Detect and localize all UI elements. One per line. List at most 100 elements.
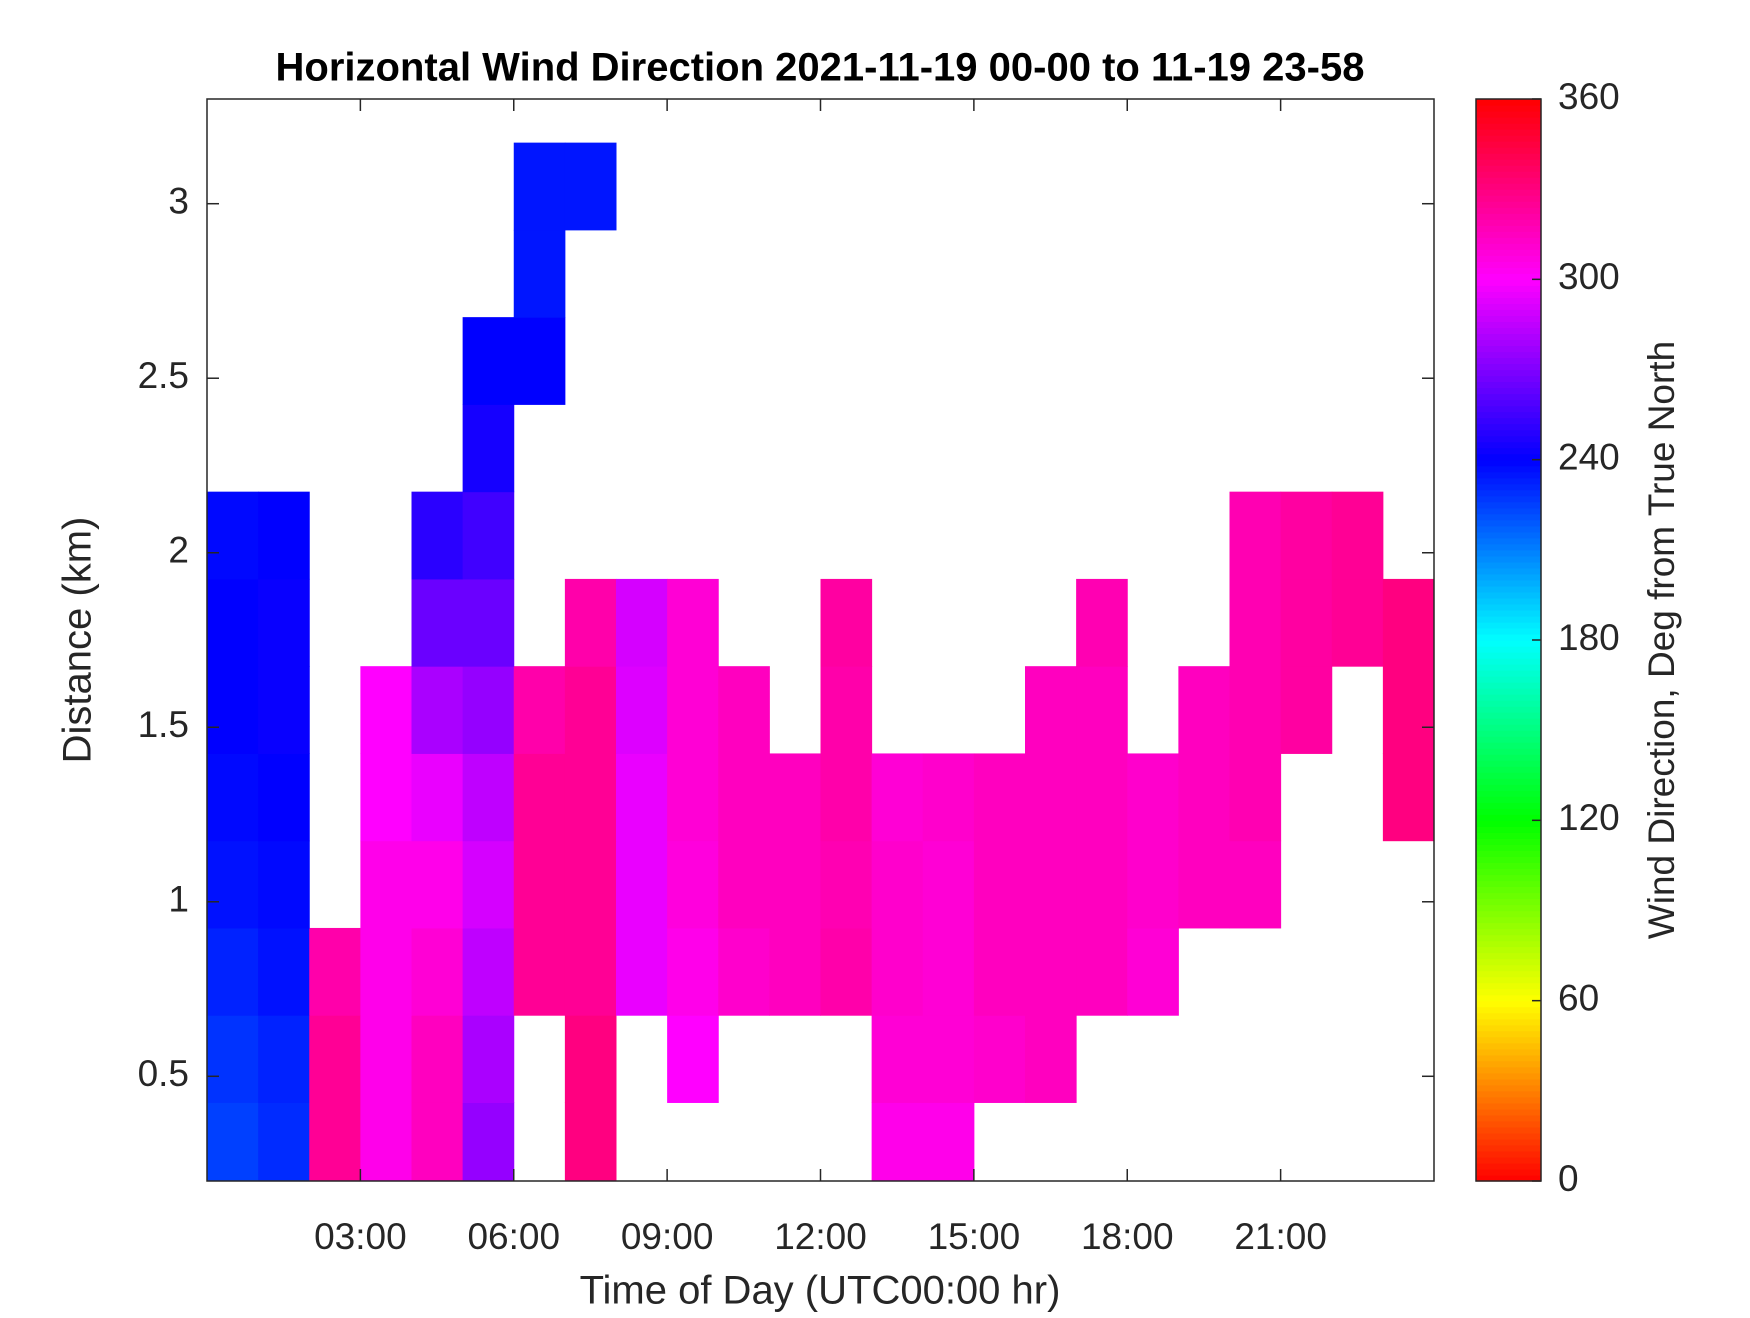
colorbar-strip [1476,982,1541,990]
heatmap-cell [258,666,310,754]
colorbar-strip [1476,688,1541,695]
x-tick-label: 09:00 [621,1216,714,1257]
heatmap-cell [513,666,566,754]
colorbar-strip [1476,742,1541,749]
colorbar-tick-label: 300 [1558,256,1620,297]
heatmap-cell [564,142,617,231]
colorbar-strip [1476,1084,1541,1092]
colorbar-strip [1476,802,1541,809]
colorbar-strip [1476,627,1541,635]
heatmap-cell [1331,491,1384,580]
colorbar-strip [1476,129,1541,136]
heatmap-cell [1076,578,1128,667]
colorbar-tick-label: 240 [1558,436,1620,477]
heatmap-cell [616,666,668,754]
heatmap-cell [411,753,464,842]
colorbar-strip [1476,387,1541,395]
colorbar-strip [1476,994,1541,1002]
x-tick-label: 21:00 [1234,1216,1327,1257]
heatmap-cell [820,753,873,842]
colorbar-strip [1476,327,1541,335]
x-tick-label: 03:00 [314,1216,407,1257]
y-tick-label: 1.5 [138,704,189,745]
colorbar-tick-label: 60 [1558,977,1599,1018]
colorbar-strip [1476,1120,1541,1128]
colorbar-strip [1476,1168,1541,1176]
heatmap-cell [922,1015,975,1103]
y-tick-label: 0.5 [138,1053,189,1094]
colorbar-strip [1476,399,1541,407]
heatmap-cell [1382,753,1434,842]
colorbar-strip [1476,682,1541,689]
heatmap-cell [564,1015,617,1103]
heatmap-cell [258,927,310,1016]
colorbar [1476,99,1541,1182]
colorbar-strip [1476,826,1541,833]
colorbar-strip [1476,99,1541,106]
colorbar-strip [1476,832,1541,839]
colorbar-strip [1476,603,1541,611]
heatmap-cell [462,840,515,929]
heatmap-cell [309,1015,361,1103]
colorbar-strip [1476,844,1541,851]
heatmap-cell [411,1102,464,1181]
colorbar-strip [1476,670,1541,677]
heatmap-cell [207,1015,259,1103]
colorbar-strip [1476,850,1541,857]
heatmap-cell [1229,840,1282,929]
heatmap-cell [462,753,515,842]
colorbar-strip [1476,724,1541,731]
colorbar-strip [1476,940,1541,948]
heatmap-cell [1076,840,1128,929]
colorbar-strip [1476,946,1541,954]
heatmap-cell [360,666,412,754]
colorbar-strip [1476,700,1541,707]
colorbar-strip [1476,640,1541,647]
colorbar-strip [1476,880,1541,888]
heatmap-cell [718,753,770,842]
heatmap-cell [922,753,975,842]
colorbar-strip [1476,459,1541,467]
heatmap-cell [462,927,515,1016]
colorbar-strip [1476,1114,1541,1122]
colorbar-strip [1476,1048,1541,1056]
colorbar-strip [1476,333,1541,341]
colorbar-strip [1476,429,1541,437]
colorbar-strip [1476,213,1541,220]
colorbar-strip [1476,417,1541,425]
heatmap-cell [871,753,924,842]
heatmap-cell [1229,666,1282,754]
colorbar-strip [1476,1144,1541,1152]
colorbar-strip [1476,597,1541,605]
colorbar-strip [1476,561,1541,569]
heatmap-cell [616,578,668,667]
heatmap-cell [462,1015,515,1103]
colorbar-strip [1476,357,1541,365]
colorbar-strip [1476,928,1541,936]
heatmap-cell [258,1102,310,1181]
colorbar-strip [1476,772,1541,779]
heatmap-cell [207,753,259,842]
heatmap-cell [564,840,617,929]
colorbar-strip [1476,231,1541,238]
heatmap-cell [871,927,924,1016]
colorbar-strip [1476,579,1541,587]
colorbar-strip [1476,453,1541,461]
colorbar-strip [1476,255,1541,262]
heatmap-cell [411,491,464,580]
heatmap-cell [360,1102,412,1181]
colorbar-strip [1476,483,1541,491]
colorbar-strip [1476,814,1541,821]
colorbar-strip [1476,898,1541,906]
heatmap-cell [718,666,770,754]
colorbar-strip [1476,363,1541,371]
heatmap-cell [1025,753,1077,842]
colorbar-strip [1476,694,1541,701]
colorbar-strip [1476,375,1541,383]
colorbar-strip [1476,465,1541,473]
colorbar-strip [1476,381,1541,389]
colorbar-strip [1476,970,1541,978]
heatmap-cell [258,840,310,929]
colorbar-strip [1476,1000,1541,1008]
heatmap-cell [1178,666,1230,754]
